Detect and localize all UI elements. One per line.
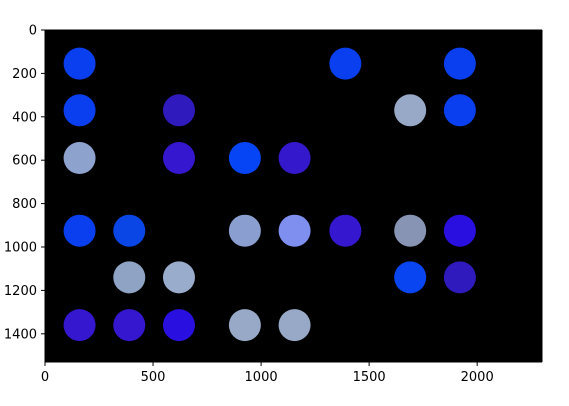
data-circle: [394, 214, 427, 247]
data-circle: [443, 94, 476, 127]
image-marks: [63, 47, 476, 342]
y-tick-label: 1000: [4, 240, 37, 255]
y-tick-label: 800: [12, 197, 37, 212]
data-circle: [63, 94, 96, 127]
plot-area: [45, 30, 542, 362]
y-tick-label: 600: [12, 154, 37, 169]
data-circle: [162, 309, 195, 342]
x-tick-label: 1500: [353, 370, 386, 385]
x-tick-label: 2000: [461, 370, 494, 385]
x-tick-label: 0: [41, 370, 49, 385]
x-tick-label: 1000: [245, 370, 278, 385]
data-circle: [278, 214, 311, 247]
data-circle: [443, 214, 476, 247]
data-circle: [113, 261, 146, 294]
data-circle: [329, 47, 362, 80]
y-tick-label: 1400: [4, 327, 37, 342]
data-circle: [63, 309, 96, 342]
data-circle: [394, 261, 427, 294]
data-circle: [113, 214, 146, 247]
data-circle: [443, 261, 476, 294]
y-tick-label: 400: [12, 110, 37, 125]
y-tick-label: 1200: [4, 284, 37, 299]
data-circle: [63, 47, 96, 80]
data-circle: [228, 142, 261, 175]
x-tick-label: 500: [141, 370, 166, 385]
data-circle: [162, 142, 195, 175]
data-circle: [443, 47, 476, 80]
data-circle: [63, 214, 96, 247]
y-tick-label: 200: [12, 67, 37, 82]
data-circle: [228, 214, 261, 247]
data-circle: [228, 309, 261, 342]
axes: 0 500 1000 1500 2000 0 200 400 600 800 1000 1200 140…: [4, 24, 543, 385]
data-circle: [278, 309, 311, 342]
data-circle: [113, 309, 146, 342]
data-circle: [329, 214, 362, 247]
data-circle: [278, 142, 311, 175]
data-circle: [162, 261, 195, 294]
y-tick-label: 0: [29, 24, 37, 39]
data-circle: [63, 142, 96, 175]
data-circle: [394, 94, 427, 127]
data-circle: [162, 94, 195, 127]
